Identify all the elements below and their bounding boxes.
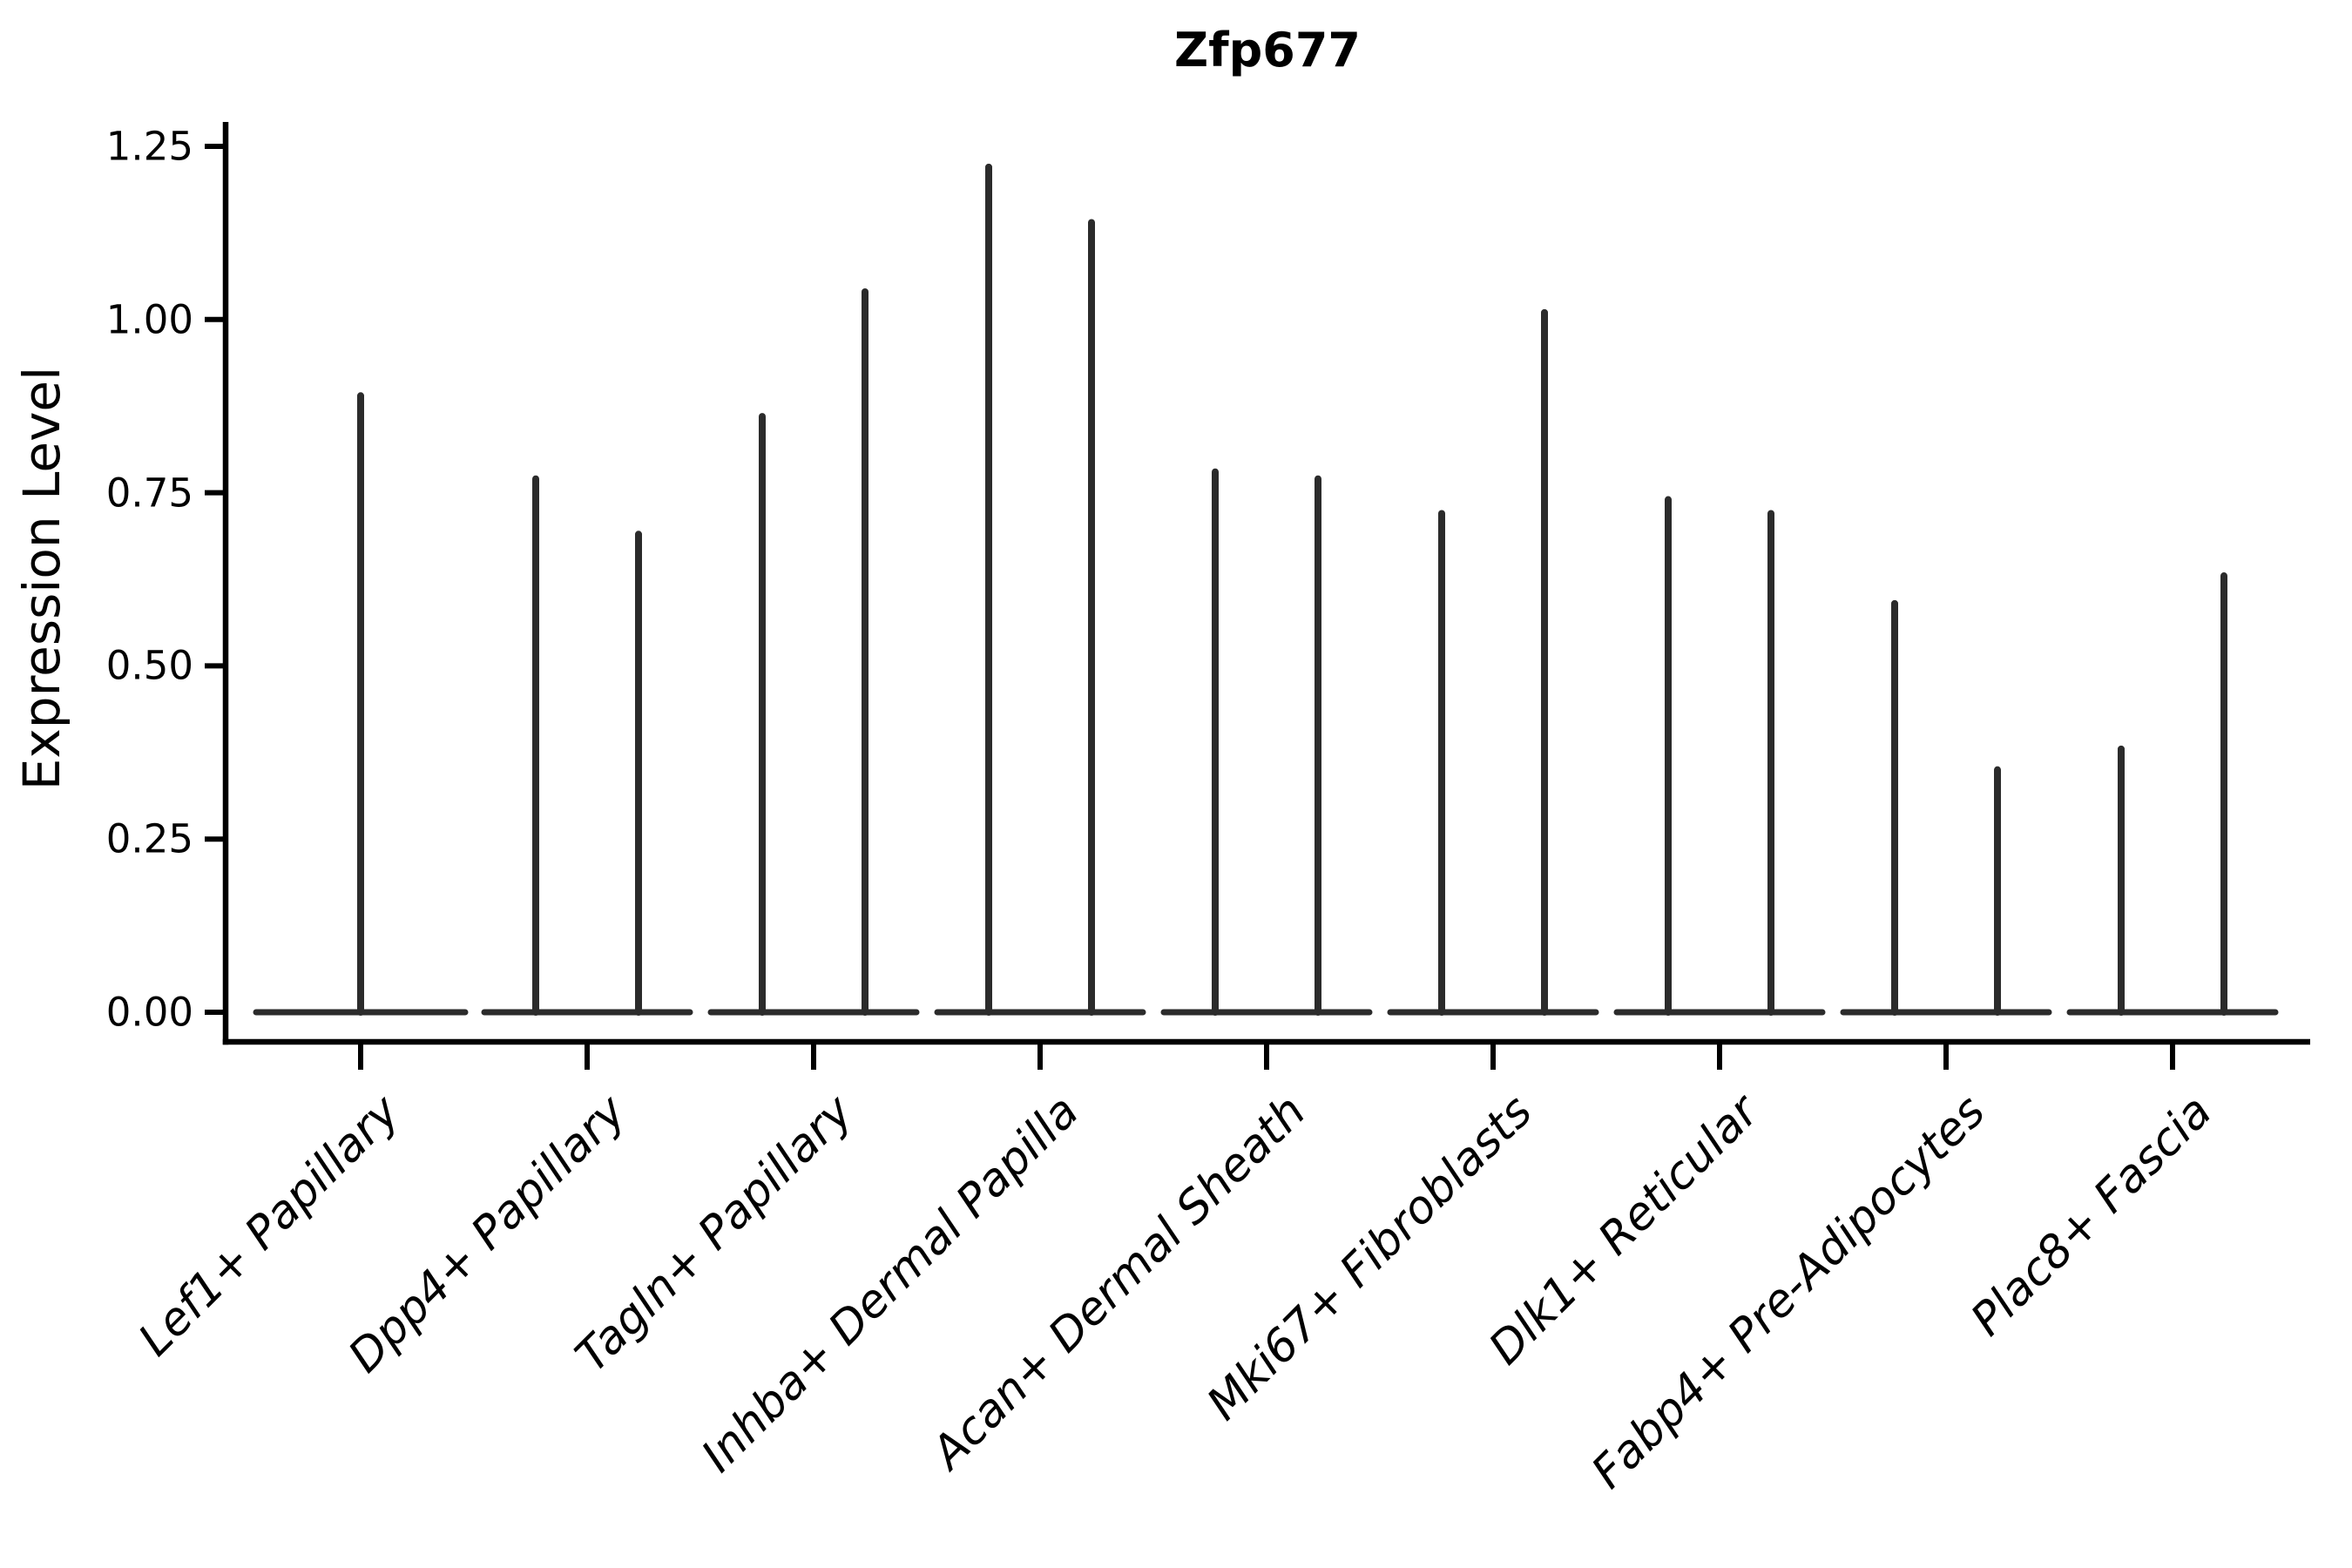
y-tick-label: 0.25 (105, 815, 193, 862)
y-tick-label: 1.25 (105, 123, 193, 170)
y-tick-label: 0.50 (105, 642, 193, 689)
chart-title: Zfp677 (1173, 23, 1362, 78)
y-tick-label: 0.00 (105, 989, 193, 1036)
y-tick-label: 1.00 (105, 296, 193, 343)
y-tick-label: 0.75 (105, 470, 193, 517)
